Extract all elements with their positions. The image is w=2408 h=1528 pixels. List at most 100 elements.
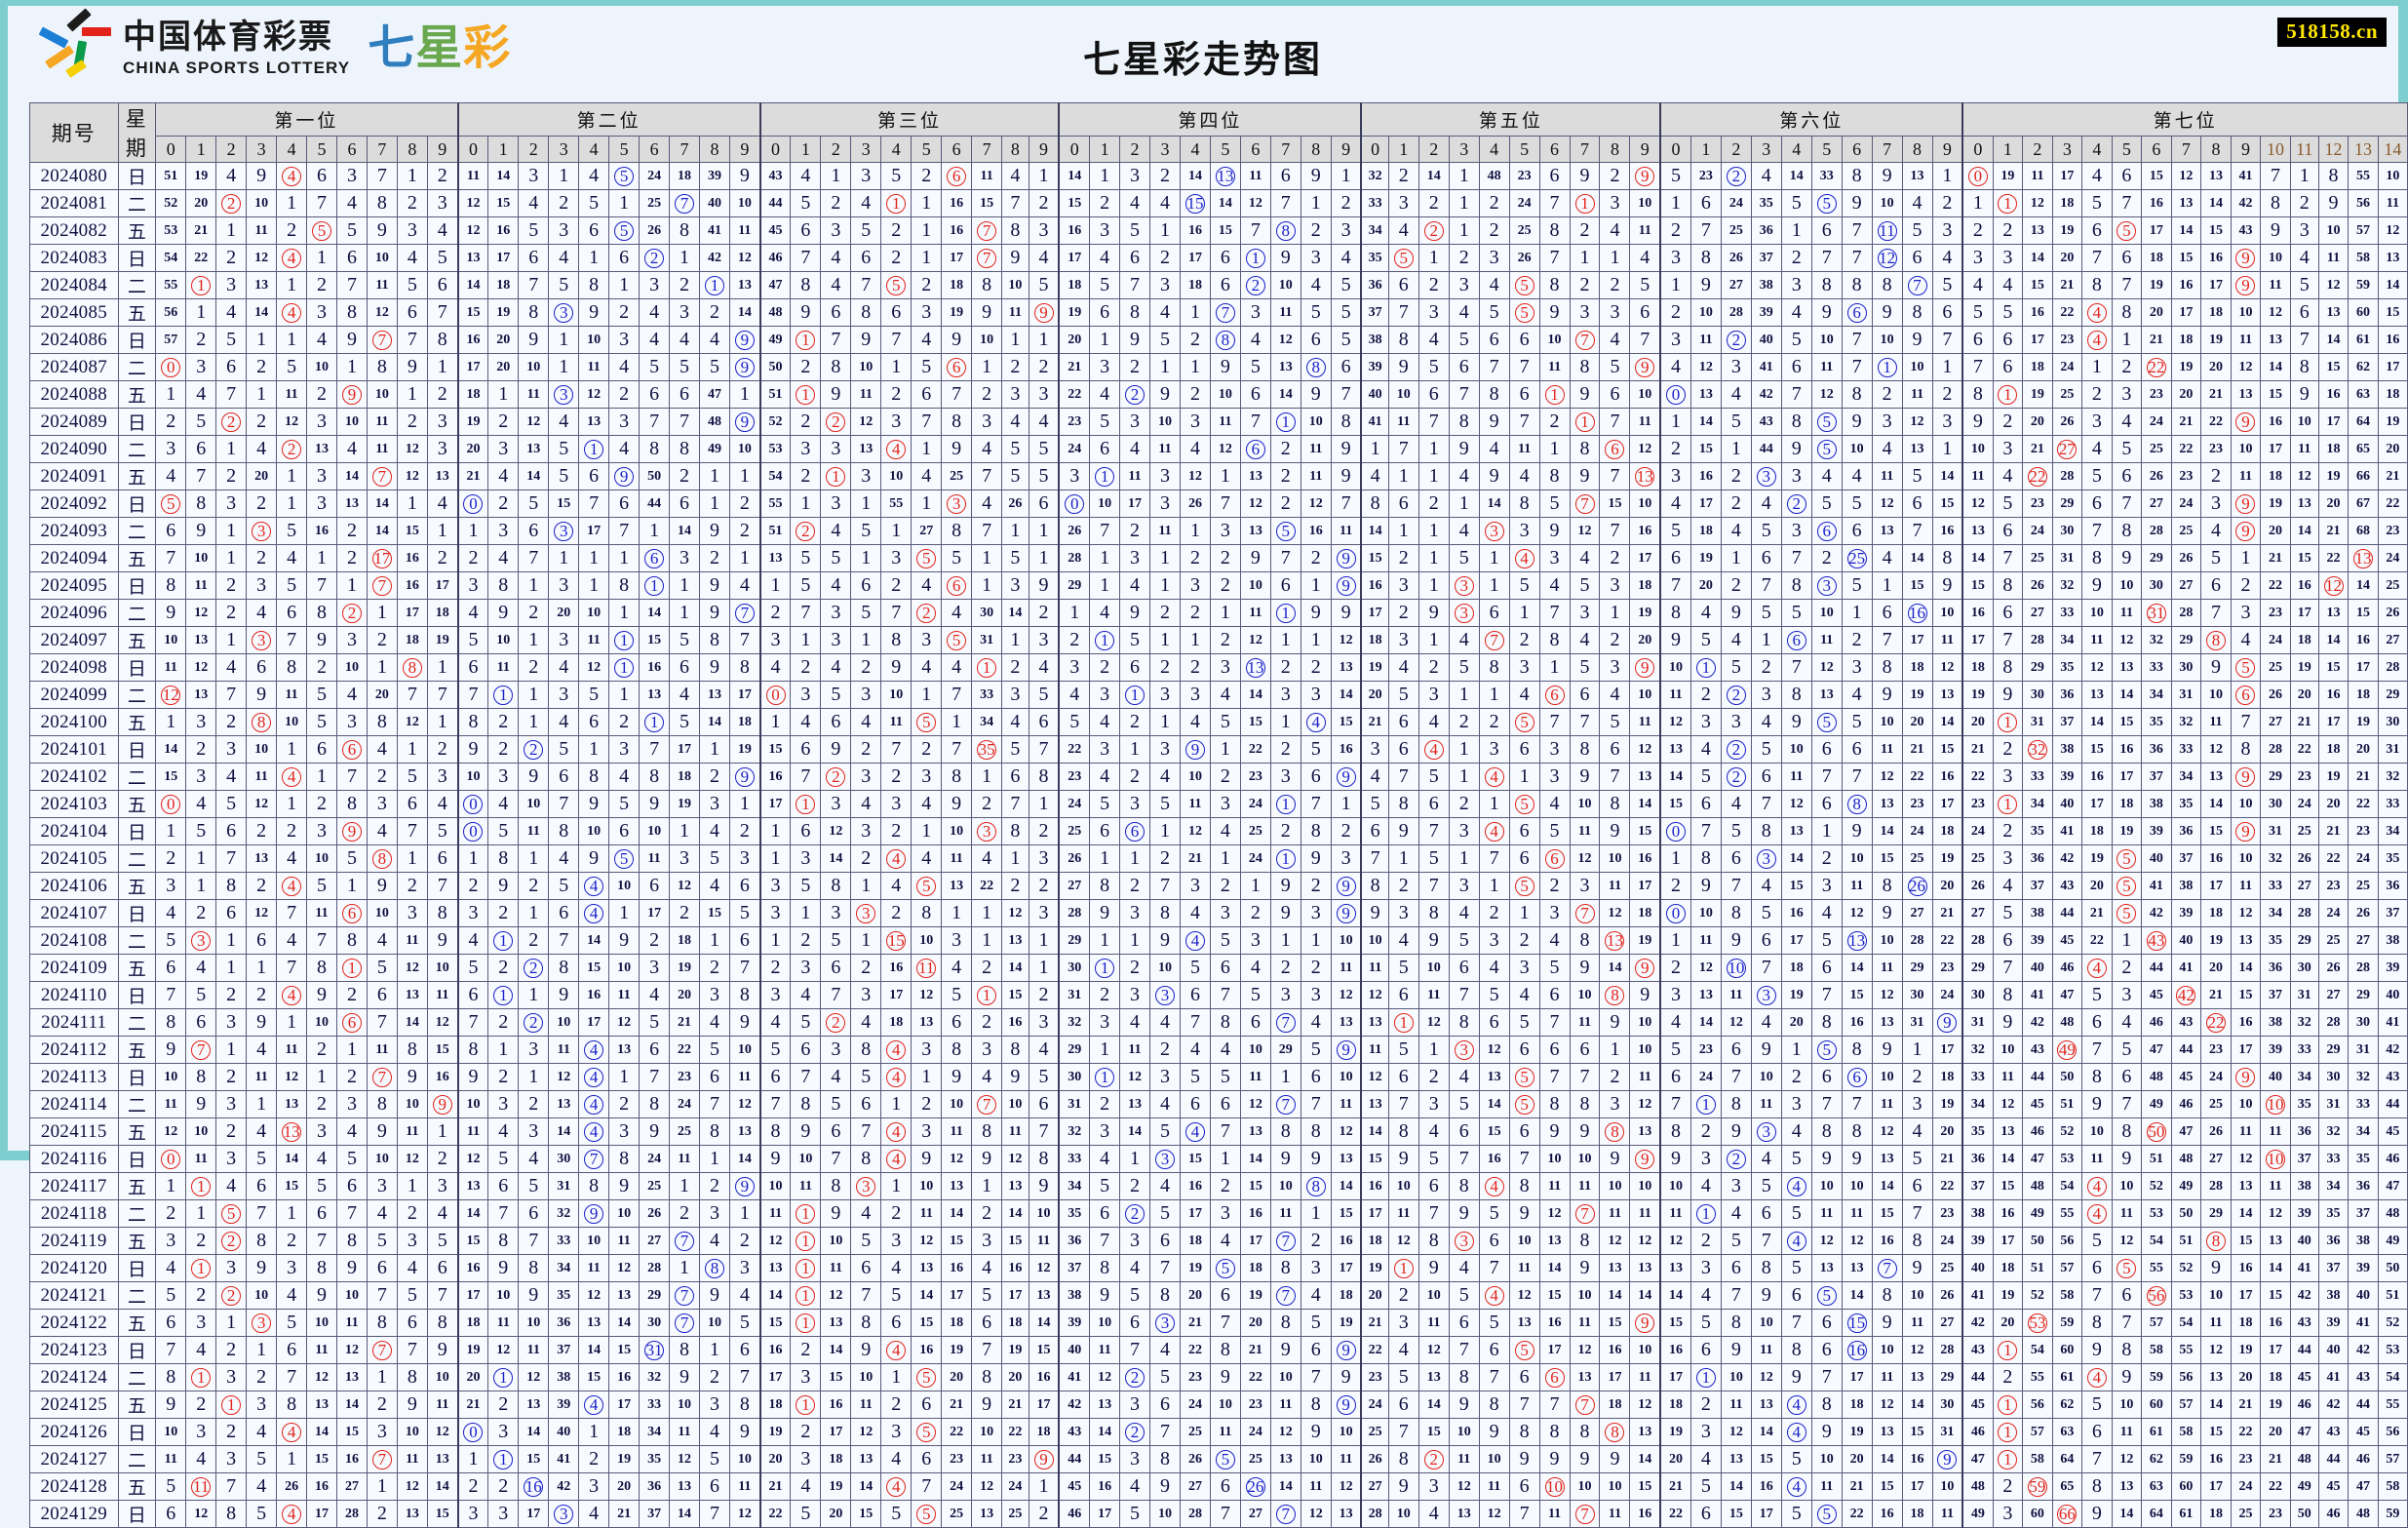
table-row[interactable]: 2024106 五 3 1 8 2 4 5 1 9 2 7 2 9 2 5 4 10 6 12 4 6 3 5 8 1 4 5 13 22… [29,872,2408,900]
table-row[interactable]: 2024117 五 1 1 4 6 15 5 6 3 1 3 13 6 5 31 8 9 25 1 2 9 10 11 8 3 1 1… [29,1172,2408,1200]
cell-miss-3-3: 8 [850,1036,882,1064]
table-row[interactable]: 2024115 五 12 10 2 4 13 3 4 9 11 1 11 4 3 14 4 3 9 25 8 13 8 9 6 7… [29,1117,2408,1146]
table-row[interactable]: 2024123 日 7 4 2 1 6 11 12 7 7 9 19 12 11 37 14 15 31 8 1 6 16 2… [29,1336,2408,1364]
cell-miss-5-5: 7 [1508,353,1540,381]
table-row[interactable]: 2024094 五 7 10 1 2 4 1 2 17 16 2 2 4 7 1 1 1 6 3 2 1 13 5 5 1 3 5 5 1… [29,544,2408,572]
cell-miss-3-5: 3 [911,1117,943,1146]
table-row[interactable]: 2024102 二 15 3 4 11 4 1 7 2 5 3 10 3 9 6 8 4 8 18 2 9 16 7 2 3 2 3 8… [29,763,2408,791]
table-row[interactable]: 2024116 日 0 11 3 5 14 4 5 10 12 2 12 5 4 30 7 8 24 11 1 14 9 10… [29,1145,2408,1173]
cell-miss-7-12: 13 [2317,599,2350,627]
table-row[interactable]: 2024105 二 2 1 7 13 4 10 5 8 1 6 1 8 1 4 9 5 11 3 5 3 1 3 14 2 4 4 11… [29,844,2408,873]
table-row[interactable]: 2024124 二 8 1 3 2 7 12 13 1 8 10 20 1 12 38 15 16 32 9 2 7 17 3… [29,1363,2408,1391]
cell-miss-6-0: 21 [1659,1472,1691,1501]
cell-week: 二 [117,1090,157,1118]
cell-miss-6-6: 7 [1841,1090,1873,1118]
table-row[interactable]: 2024099 二 12 13 7 9 11 5 4 20 7 7 7 1 1 3 5 1 13 4 13 17 0 3 5 3 1… [29,681,2408,709]
cell-miss-1-6: 10 [336,408,368,436]
cell-miss-6-6: 8 [1841,271,1873,299]
table-row[interactable]: 2024086 日 57 2 5 1 1 4 9 7 7 8 16 20 9 1 10 3 4 4 4 9 49 1 7 9 7 4 9… [29,326,2408,354]
table-row[interactable]: 2024100 五 1 3 2 8 10 5 3 8 12 1 8 2 1 4 6 2 1 5 14 18 1 4 6 4 11 5 1… [29,708,2408,736]
table-row[interactable]: 2024098 日 11 12 4 6 8 2 10 1 8 1 6 11 2 4 12 1 16 6 9 8 4 2 4 2 9 4… [29,653,2408,682]
cell-miss-3-8: 11 [1001,1117,1029,1146]
cell-miss-2-2: 13 [518,435,550,463]
table-row[interactable]: 2024101 日 14 2 3 10 1 6 6 4 1 2 9 2 2 5 1 3 7 17 1 19 15 6 9 2 7 2 7… [29,735,2408,764]
cell-miss-2-9: 7 [728,954,761,982]
table-row[interactable]: 2024125 五 9 2 1 3 8 13 14 2 9 11 21 2 13 39 4 17 33 10 3 8 18 1… [29,1391,2408,1419]
cell-miss-1-7: 4 [366,817,398,845]
cell-miss-1-1: 11 [185,1145,217,1173]
cell-miss-2-9: 2 [728,517,761,545]
cell-miss-7-6: 29 [2141,544,2172,572]
cell-miss-5-1: 7 [1387,435,1419,463]
table-row[interactable]: 2024113 日 10 8 2 11 12 1 2 7 9 16 9 2 1 12 4 1 7 23 6 11 6 7 4 5 4… [29,1063,2408,1091]
table-row[interactable]: 2024089 日 2 5 2 2 12 3 10 11 2 3 19 2 12 4 13 3 7 7 48 9 52 2 2 1… [29,408,2408,436]
cell-miss-7-3: 58 [2051,1281,2083,1310]
table-row[interactable]: 2024087 二 0 3 6 2 5 10 1 8 9 1 17 20 10 1 11 4 5 5 5 9 50 2 8 10 1… [29,353,2408,381]
table-row[interactable]: 2024121 二 5 2 2 10 4 9 10 7 5 7 17 10 9 35 12 13 29 7 9 4 14 1 1… [29,1281,2408,1310]
table-row[interactable]: 2024085 五 56 1 4 14 4 3 8 12 6 7 15 19 8 3 9 2 4 3 2 14 48 9 6 8 6… [29,298,2408,327]
cell-miss-1-6: 4 [336,189,368,217]
cell-miss-6-3: 41 [1750,353,1782,381]
cell-miss-2-9: 2 [728,1227,761,1255]
table-row[interactable]: 2024120 日 4 1 3 9 3 8 9 6 4 6 16 9 8 34 11 12 28 1 8 3 13 1 11 6 4… [29,1254,2408,1282]
table-row[interactable]: 2024084 二 55 1 3 13 1 2 7 11 5 6 14 18 7 5 8 1 3 2 1 13 47 8 4 7 5… [29,271,2408,299]
table-row[interactable]: 2024083 日 54 22 2 12 4 1 6 10 4 5 13 17 6 4 1 6 2 1 42 12 46 7 4… [29,244,2408,272]
table-row[interactable]: 2024122 五 6 3 1 3 5 10 11 8 6 8 18 11 10 36 13 14 30 7 10 5 15… [29,1309,2408,1337]
cell-miss-3-0: 22 [758,1500,792,1528]
table-row[interactable]: 2024081 二 52 20 2 10 1 7 4 8 2 3 12 15 4 2 5 1 25 7 40 10 44 5 2… [29,189,2408,217]
cell-miss-7-7: 24 [2170,490,2202,518]
table-row[interactable]: 2024114 二 11 9 3 1 13 2 3 8 10 9 10 3 2 13 4 2 8 24 7 12 7 8 5 6 1… [29,1090,2408,1118]
cell-miss-3-4: 9 [880,653,913,682]
cell-miss-1-5: 3 [306,408,337,436]
table-row[interactable]: 2024119 五 3 2 2 8 2 7 8 5 3 5 15 8 7 33 10 11 27 7 4 2 12 1 10 5 3… [29,1227,2408,1255]
table-row[interactable]: 2024103 五 0 4 5 12 1 2 8 3 6 4 0 4 10 7 9 5 9 19 3 1 17 1 3 4 3 4 9 2… [29,790,2408,818]
table-row[interactable]: 2024104 日 1 5 6 2 2 3 9 4 7 5 0 5 11 8 10 6 10 1 4 2 1 6 12 3 2 1 10… [29,817,2408,845]
cell-miss-7-0: 26 [1961,872,1994,900]
table-row[interactable]: 2024108 二 5 3 1 6 4 7 8 4 11 9 4 1 2 7 14 9 2 18 1 6 1 2 5 1 15 10 3… [29,926,2408,955]
table-row[interactable]: 2024082 五 53 21 1 11 2 5 5 9 3 4 12 16 5 3 6 5 26 8 41 11 45 6 3… [29,216,2408,245]
table-row[interactable]: 2024093 二 6 9 1 3 5 16 2 14 15 1 1 3 6 3 17 7 1 14 9 2 51 2 4 5 1 2… [29,517,2408,545]
table-row[interactable]: 2024111 二 8 6 3 9 1 10 6 7 14 12 7 2 2 10 17 12 5 21 4 9 4 5 2 4 1… [29,1008,2408,1037]
cell-miss-2-9: 2 [728,817,761,845]
table-row[interactable]: 2024095 日 8 11 2 3 5 7 1 7 16 17 3 8 1 3 1 8 1 1 9 4 1 5 4 6 2 4 6 1 3… [29,571,2408,600]
table-row[interactable]: 2024107 日 4 2 6 12 7 11 6 10 3 8 3 2 1 6 4 1 17 2 15 5 3 1 3 3 2 8 1… [29,899,2408,927]
cell-miss-2-2: 12 [518,1363,550,1391]
cell-miss-2-9: 19 [728,735,761,764]
cell-miss-2-7: 25 [669,1117,700,1146]
cell-miss-2-6: 7 [639,735,671,764]
cell-miss-4-7: 9 [1269,1145,1301,1173]
table-row[interactable]: 2024091 五 4 7 2 20 1 3 14 7 12 13 21 4 14 5 6 9 50 2 1 1 54 2 1 3… [29,462,2408,490]
table-row[interactable]: 2024097 五 10 13 1 3 7 9 3 2 18 19 5 10 1 3 11 1 15 5 8 7 3 1 3 1 8… [29,626,2408,654]
table-row[interactable]: 2024126 日 10 3 2 4 4 14 15 3 10 12 0 3 14 40 1 18 34 11 4 9 19… [29,1418,2408,1446]
cell-miss-6-0: 5 [1659,1036,1691,1064]
cell-miss-3-0: 16 [758,763,792,791]
cell-hit-7-6: 56 [2141,1281,2172,1310]
cell-miss-3-4: 2 [880,380,913,409]
table-row[interactable]: 2024088 五 1 4 7 1 11 2 9 10 1 2 18 1 11 3 12 2 6 6 47 1 51 1 9 11… [29,380,2408,409]
table-row[interactable]: 2024109 五 6 4 1 1 7 8 1 5 12 10 5 2 2 8 15 10 3 19 2 7 2 3 6 2 16 1… [29,954,2408,982]
table-row[interactable]: 2024128 五 5 11 7 4 26 16 27 1 12 14 2 2 16 42 3 20 36 13 6 11… [29,1472,2408,1501]
cell-miss-6-8: 30 [1901,981,1933,1009]
cell-miss-1-7: 2 [366,763,398,791]
table-row[interactable]: 2024090 二 3 6 1 4 2 13 4 11 12 3 20 3 13 5 1 4 8 8 49 10 53 3 3 1… [29,435,2408,463]
cell-hit-7-5: 5 [2111,899,2143,927]
table-row[interactable]: 2024080 日 51 19 4 9 4 6 3 7 1 2 11 14 3 1 4 5 24 18 39 9 43 4 1 3… [29,162,2408,190]
table-row[interactable]: 2024096 二 9 12 2 4 6 8 2 1 17 18 4 9 2 20 10 1 14 1 9 7 2 7 3 5 7 2… [29,599,2408,627]
table-row[interactable]: 2024118 二 2 1 5 7 1 6 7 4 2 4 14 7 6 32 9 10 26 2 3 1 11 1 9 4 2 11… [29,1199,2408,1228]
cell-miss-6-2: 11 [1720,1391,1752,1419]
digit-header-2-5: 5 [608,136,641,163]
table-row[interactable]: 2024112 五 9 7 1 4 11 2 1 11 8 15 8 1 3 11 4 13 6 22 5 10 5 6 3 8 4… [29,1036,2408,1064]
table-row[interactable]: 2024129 日 6 12 8 5 4 17 28 2 13 15 3 3 17 3 4 21 37 14 7 12 22… [29,1500,2408,1528]
table-row[interactable]: 2024110 日 7 5 2 2 4 9 2 6 13 11 6 1 1 9 16 11 4 20 3 8 3 4 7 3 17 1… [29,981,2408,1009]
cell-miss-3-7: 4 [971,435,1003,463]
cell-miss-4-5: 1 [1209,1145,1241,1173]
table-row[interactable]: 2024127 二 11 4 3 5 1 15 16 7 11 13 1 1 15 41 2 19 35 12 5 10 2… [29,1445,2408,1473]
cell-miss-1-8: 16 [396,544,428,572]
cell-miss-7-13: 65 [2348,435,2379,463]
cell-miss-1-6: 7 [336,763,368,791]
cell-miss-4-7: 6 [1269,571,1301,600]
cell-miss-7-10: 33 [2260,872,2291,900]
cell-miss-6-0: 5 [1659,162,1691,190]
cell-miss-4-7: 1 [1269,1063,1301,1091]
table-row[interactable]: 2024092 日 5 8 3 2 1 3 13 14 1 4 0 2 5 15 7 6 44 6 1 2 55 1 3 1 55 1… [29,490,2408,518]
